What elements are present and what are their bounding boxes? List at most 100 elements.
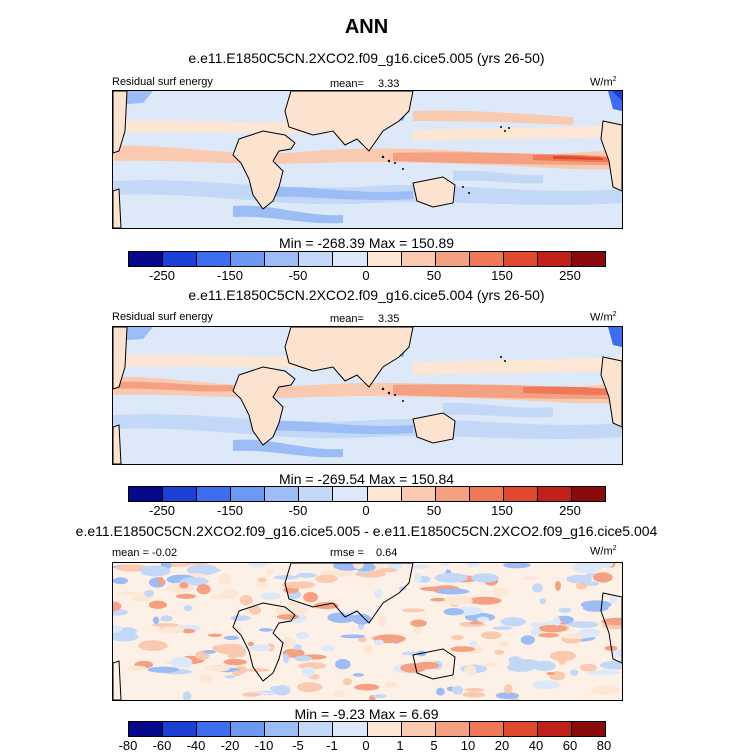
difference-patch — [113, 592, 145, 596]
difference-patch — [335, 659, 351, 670]
difference-patch — [148, 600, 167, 609]
panel3-colorbar — [128, 721, 606, 737]
difference-patch — [599, 660, 622, 670]
panel3-rmse-value: 0.64 — [376, 547, 398, 559]
difference-patch — [151, 623, 180, 627]
difference-patch — [259, 628, 274, 632]
difference-patch — [520, 635, 535, 645]
panel2-mean-value: 3.35 — [378, 313, 400, 325]
difference-patch — [558, 607, 572, 613]
difference-patch — [532, 583, 543, 593]
panel2-mean-label: mean= — [330, 313, 364, 325]
difference-patch — [352, 673, 364, 677]
panel3-minmax: Min = -9.23 Max = 6.69 — [294, 706, 439, 722]
difference-patch — [295, 632, 310, 639]
difference-patch — [466, 563, 480, 567]
difference-patch — [199, 673, 214, 683]
difference-patch — [248, 605, 262, 615]
difference-patch — [334, 563, 342, 569]
colorbar-swatch — [435, 722, 470, 736]
difference-patch — [495, 692, 519, 699]
difference-patch — [545, 620, 562, 624]
colorbar-swatch — [503, 487, 538, 501]
colorbar-swatch — [572, 487, 606, 501]
difference-patch — [256, 581, 267, 588]
difference-patch — [232, 670, 242, 677]
colorbar-swatch — [231, 252, 266, 266]
difference-patch — [233, 646, 246, 658]
difference-patch — [207, 633, 223, 637]
colorbar-swatch — [299, 722, 334, 736]
difference-patch — [113, 601, 122, 612]
panel1-colorbar — [128, 251, 606, 267]
difference-patch — [296, 572, 317, 578]
difference-patch — [245, 668, 270, 672]
panel2-units-exp: 2 — [612, 311, 617, 318]
difference-patch — [126, 665, 147, 671]
difference-patch — [442, 563, 450, 567]
difference-patch — [273, 685, 291, 696]
colorbar-swatch — [299, 487, 334, 501]
difference-patch — [578, 628, 601, 638]
difference-patch — [590, 685, 621, 695]
colorbar-tick-label: -250 — [148, 503, 176, 518]
difference-patch — [549, 650, 576, 662]
difference-patch — [471, 573, 499, 583]
colorbar-swatch — [572, 252, 606, 266]
difference-patch — [593, 572, 613, 583]
difference-patch — [175, 593, 197, 599]
difference-patch — [469, 621, 483, 625]
panel2-subtitle: e.e11.E1850C5CN.2XCO2.f09_g16.cice5.004 … — [188, 287, 545, 303]
difference-patch — [407, 564, 431, 569]
colorbar-swatch — [163, 252, 198, 266]
colorbar-swatch — [299, 252, 334, 266]
colorbar-tick-label: -10 — [254, 738, 274, 753]
difference-patch — [296, 682, 323, 693]
colorbar-tick-label: 150 — [491, 503, 513, 518]
difference-patch — [118, 627, 137, 635]
difference-patch — [281, 581, 316, 589]
colorbar-tick-label: 150 — [491, 268, 513, 283]
colorbar-swatch — [537, 722, 573, 736]
colorbar-tick-label: 10 — [460, 738, 476, 753]
difference-patch — [595, 563, 614, 568]
colorbar-tick-label: -150 — [216, 268, 244, 283]
colorbar-tick-label: 1 — [396, 738, 404, 753]
difference-patch — [157, 576, 164, 586]
panel2-map — [112, 326, 623, 465]
difference-patch — [539, 598, 546, 605]
difference-patch — [239, 595, 253, 606]
colorbar-tick-label: 0 — [362, 268, 370, 283]
colorbar-tick-label: -60 — [152, 738, 172, 753]
panel1-mean-value: 3.33 — [378, 78, 400, 90]
panel3-subtitle: e.e11.E1850C5CN.2XCO2.f09_g16.cice5.005 … — [75, 523, 658, 539]
difference-patch — [530, 626, 541, 637]
colorbar-swatch — [367, 252, 402, 266]
panel3-units-exp: 2 — [612, 545, 617, 552]
difference-patch — [410, 619, 427, 627]
difference-patch — [223, 658, 248, 666]
panel1-map — [112, 90, 623, 229]
difference-patch — [401, 608, 426, 613]
difference-patch — [152, 616, 160, 625]
difference-patch — [572, 563, 602, 573]
colorbar-swatch — [333, 252, 368, 266]
difference-patch — [450, 646, 475, 652]
difference-patch — [612, 649, 622, 658]
difference-patch — [413, 627, 423, 635]
difference-patch — [212, 645, 222, 651]
difference-patch — [218, 573, 232, 585]
difference-patch — [601, 617, 622, 626]
difference-patch — [374, 639, 384, 646]
difference-patch — [275, 605, 309, 616]
panel3-mean-label: mean = -0.02 — [112, 547, 178, 559]
colorbar-tick-label: 40 — [528, 738, 544, 753]
difference-patch — [582, 604, 609, 612]
difference-patch — [372, 694, 387, 699]
panel3-units-base: W/m — [590, 545, 613, 558]
difference-patch — [340, 634, 366, 639]
difference-patch — [588, 670, 621, 675]
colorbar-tick-label: -80 — [118, 738, 138, 753]
panel3-rmse-label: rmse = — [330, 547, 364, 559]
difference-patch — [436, 687, 445, 696]
